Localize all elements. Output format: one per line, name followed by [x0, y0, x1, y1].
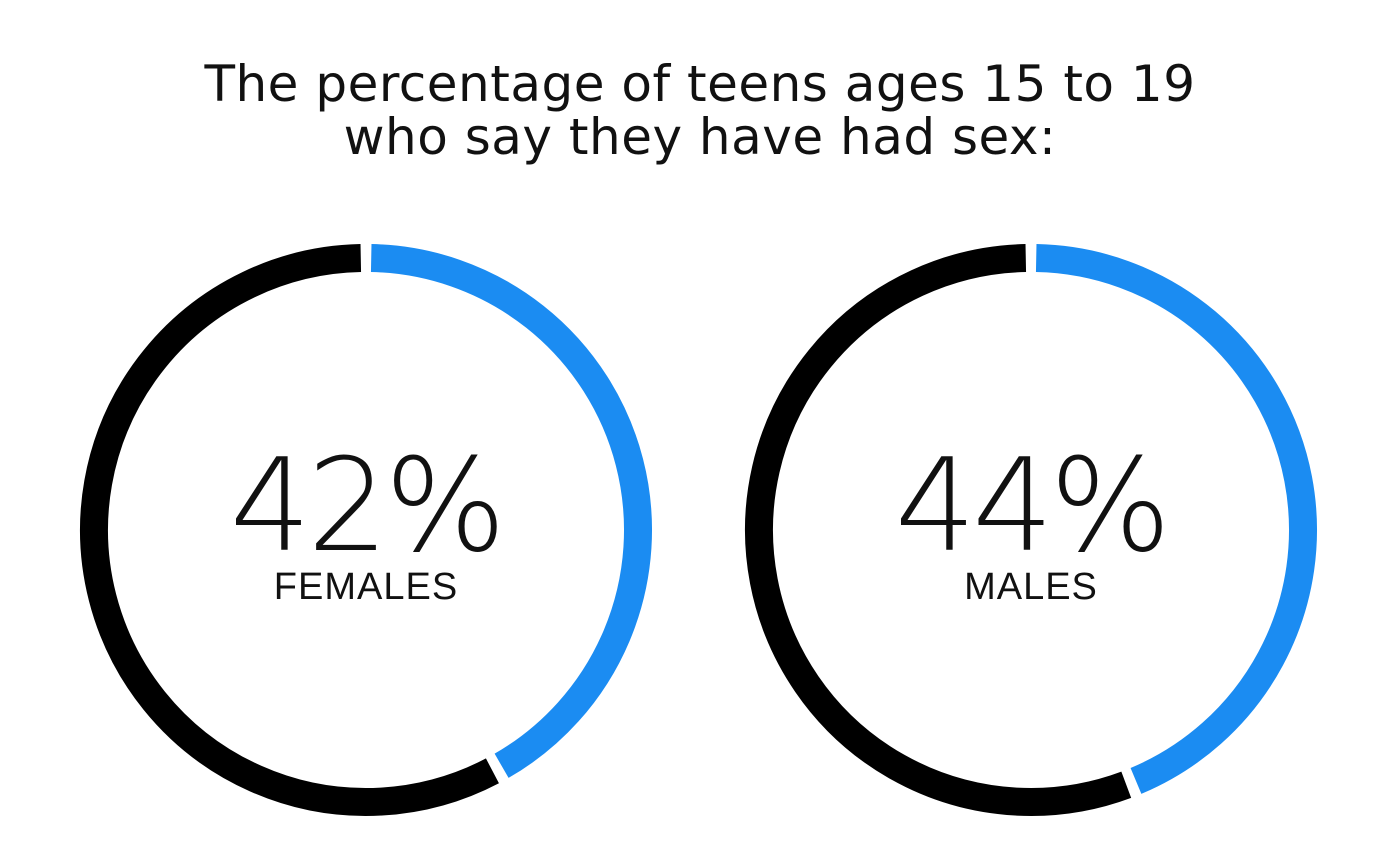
donut-value-arc	[1035, 244, 1317, 794]
donut-value-label: 42%	[230, 432, 503, 581]
donut-category-label: FEMALES	[274, 566, 458, 608]
donut-remainder-arc	[745, 244, 1132, 816]
donut-chart-males: 44%MALES	[745, 244, 1317, 816]
donut-value-label: 44%	[895, 432, 1168, 581]
chart-title: The percentage of teens ages 15 to 19 wh…	[0, 58, 1400, 164]
donut-category-label: MALES	[964, 566, 1098, 608]
chart-title-line-1: The percentage of teens ages 15 to 19	[204, 55, 1196, 113]
donut-remainder-arc	[80, 244, 499, 816]
chart-title-line-2: who say they have had sex:	[343, 108, 1057, 166]
donut-value-arc	[370, 244, 653, 778]
donut-chart-females: 42%FEMALES	[80, 244, 653, 816]
